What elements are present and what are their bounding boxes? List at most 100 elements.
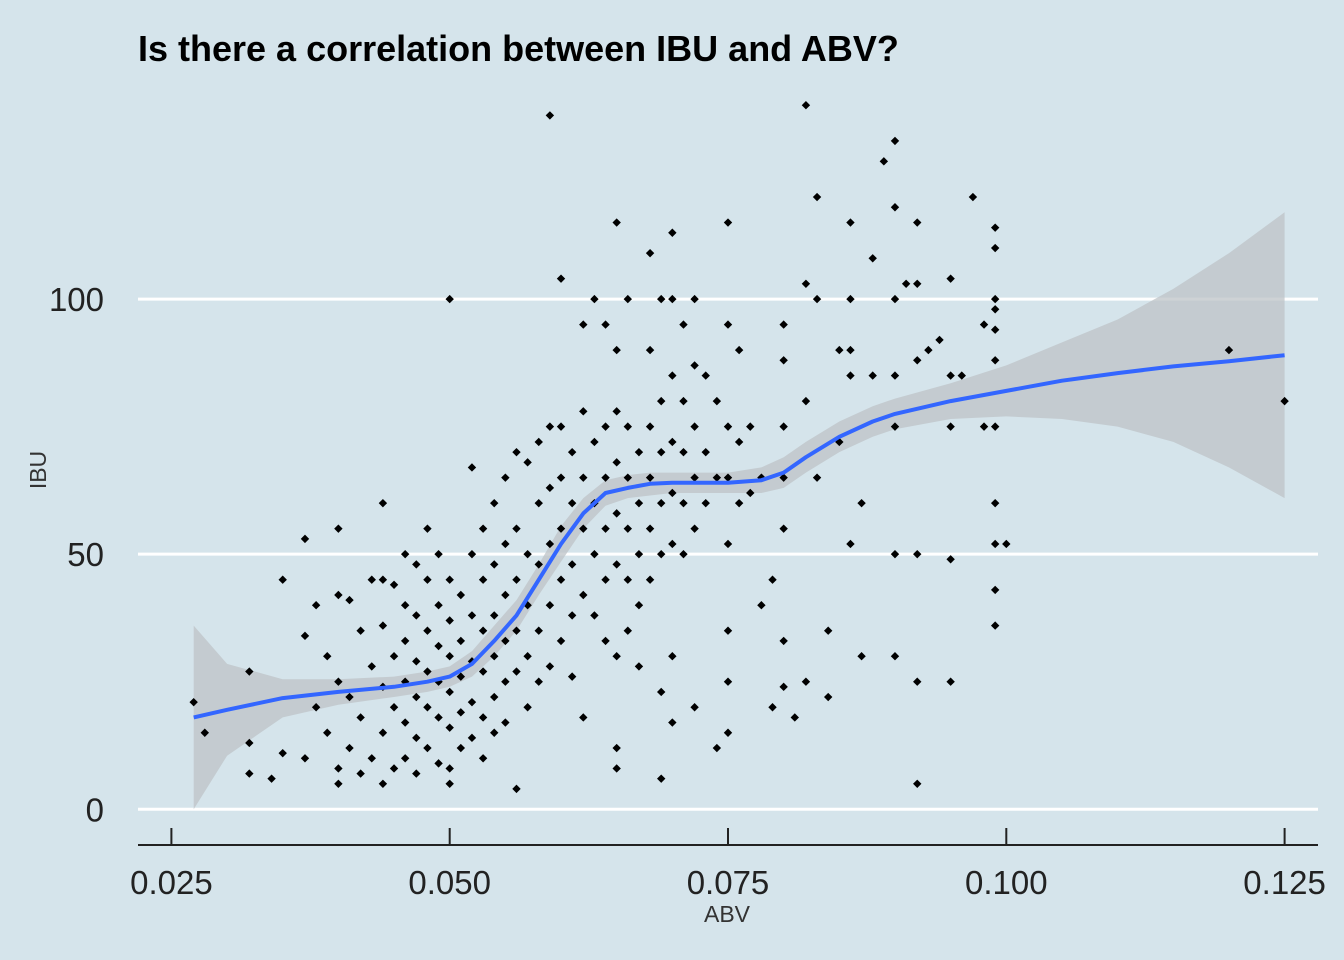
data-point: [723, 473, 733, 482]
data-point: [623, 524, 633, 533]
smooth-line: [193, 353, 1285, 720]
data-point: [523, 703, 532, 712]
data-point: [400, 549, 410, 559]
data-point: [623, 294, 633, 304]
data-point: [746, 488, 755, 498]
data-point: [534, 498, 543, 508]
data-point: [378, 621, 388, 630]
data-point: [913, 279, 922, 288]
data-point: [612, 560, 621, 569]
data-point: [590, 294, 599, 304]
data-point: [456, 672, 466, 681]
data-point: [423, 626, 432, 635]
data-point: [657, 447, 666, 457]
data-point: [490, 611, 499, 620]
data-point: [823, 692, 833, 702]
data-point: [501, 677, 510, 686]
data-point: [768, 575, 777, 584]
data-point: [534, 677, 543, 686]
data-point: [779, 636, 788, 646]
y-tick-label: 0: [86, 791, 104, 828]
data-point: [690, 294, 699, 304]
data-point: [389, 580, 399, 589]
y-axis-title: IBU: [25, 451, 51, 489]
data-point: [712, 396, 722, 406]
data-point: [668, 539, 677, 549]
data-point: [801, 279, 811, 288]
data-point: [490, 652, 499, 661]
data-point: [590, 549, 599, 559]
data-point: [668, 437, 677, 447]
data-point: [634, 447, 644, 457]
data-point: [657, 294, 666, 304]
data-point: [456, 590, 466, 600]
data-point: [723, 422, 733, 431]
data-point: [434, 713, 443, 722]
data-point: [311, 703, 321, 712]
data-point: [478, 713, 488, 722]
data-point: [490, 692, 499, 702]
data-point: [356, 713, 365, 722]
data-point: [367, 575, 376, 584]
data-point: [556, 274, 566, 283]
data-point: [579, 407, 588, 416]
data-point: [779, 320, 788, 329]
data-point: [690, 473, 699, 482]
data-point: [990, 422, 1000, 431]
data-point: [423, 703, 432, 712]
data-point: [612, 407, 621, 416]
data-point: [924, 345, 933, 355]
data-point: [512, 667, 521, 676]
data-point: [445, 764, 454, 773]
data-point: [734, 498, 744, 508]
data-point: [545, 483, 555, 493]
x-tick-label: 0.025: [130, 864, 213, 901]
data-point: [657, 774, 666, 783]
data-point: [768, 703, 777, 712]
data-points: [189, 101, 1289, 794]
chart-title: Is there a correlation between IBU and A…: [138, 28, 899, 69]
data-point: [345, 595, 354, 605]
data-point: [946, 422, 955, 431]
data-point: [556, 575, 566, 584]
data-point: [679, 498, 688, 508]
data-point: [334, 779, 343, 788]
gridlines: [138, 297, 1318, 811]
data-point: [890, 549, 900, 559]
data-point: [812, 192, 822, 202]
data-point: [445, 723, 454, 732]
data-point: [501, 590, 510, 600]
data-point: [311, 601, 321, 610]
data-point: [378, 575, 388, 584]
data-point: [412, 733, 421, 743]
data-point: [979, 320, 989, 329]
data-point: [779, 524, 788, 533]
data-point: [1280, 396, 1289, 406]
data-point: [512, 447, 521, 457]
data-point: [679, 447, 688, 457]
data-point: [913, 218, 922, 227]
data-point: [467, 733, 477, 743]
data-point: [467, 463, 477, 472]
data-point: [657, 396, 666, 406]
data-point: [668, 718, 677, 727]
data-point: [612, 458, 621, 467]
data-point: [501, 539, 510, 549]
data-point: [579, 524, 588, 533]
data-point: [913, 677, 922, 686]
data-point: [501, 473, 510, 482]
data-point: [801, 677, 811, 686]
data-point: [434, 759, 443, 768]
data-point: [690, 703, 699, 712]
data-point: [957, 371, 966, 380]
data-point: [467, 549, 477, 559]
data-point: [590, 611, 599, 620]
data-point: [657, 687, 666, 697]
data-point: [634, 662, 644, 671]
data-point: [634, 549, 644, 559]
data-point: [946, 371, 955, 380]
data-point: [389, 703, 399, 712]
data-point: [389, 652, 399, 661]
data-point: [334, 764, 343, 773]
data-point: [334, 524, 343, 533]
